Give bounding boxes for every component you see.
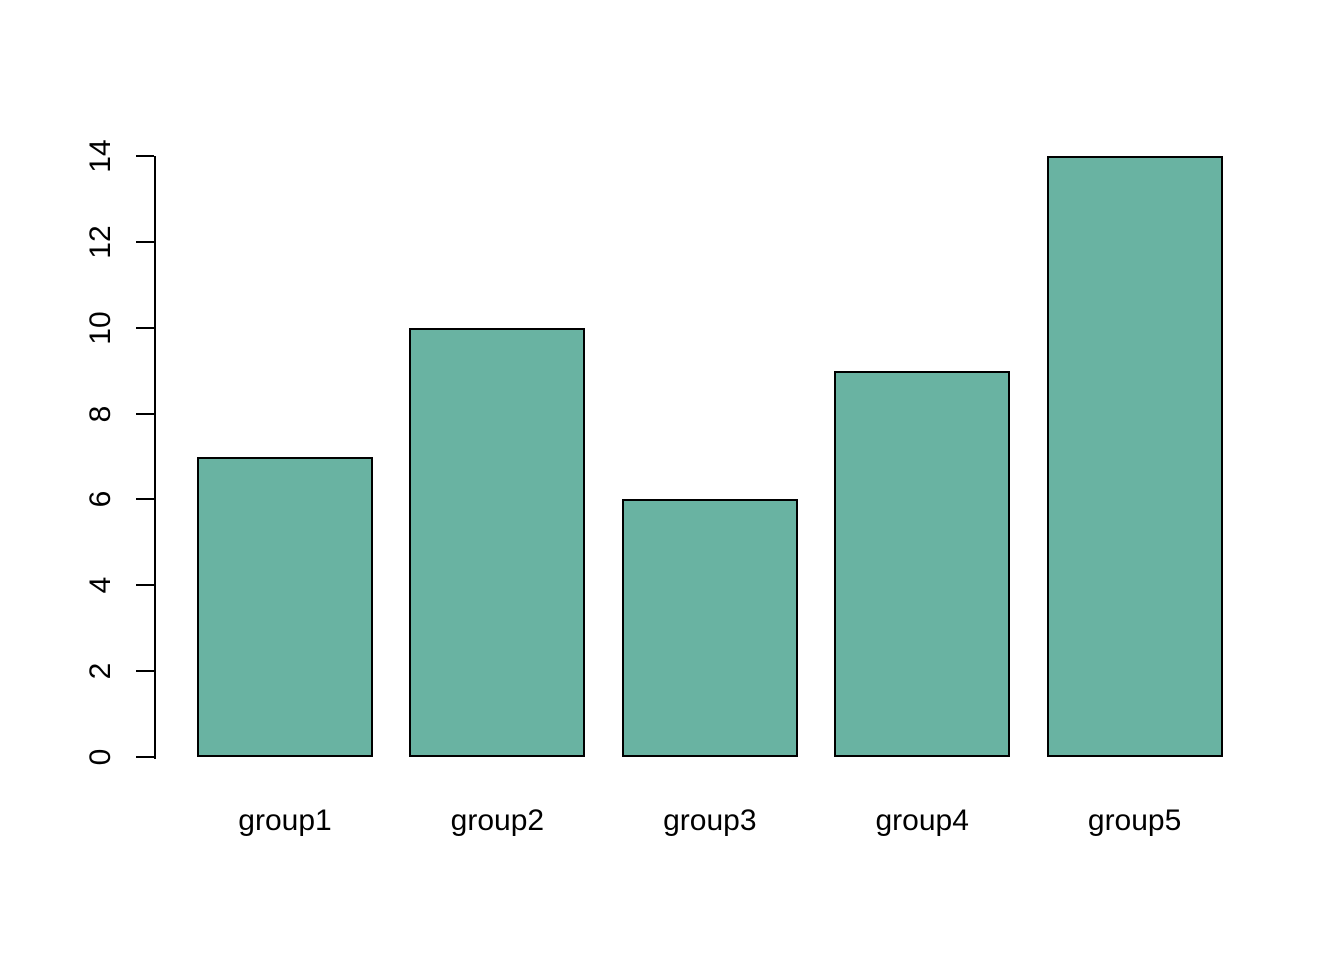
bar-group2 — [409, 327, 586, 757]
x-tick-label-group3: group3 — [663, 804, 757, 837]
y-axis-tick — [136, 670, 154, 673]
y-axis-tick — [136, 155, 154, 157]
y-tick-label: 10 — [84, 311, 117, 345]
bar-group4 — [834, 370, 1011, 757]
bar-group1 — [197, 456, 373, 757]
bar-group3 — [621, 499, 798, 757]
y-axis-tick — [136, 412, 154, 415]
y-axis-tick — [136, 240, 154, 243]
y-tick-label: 8 — [84, 405, 117, 422]
y-axis-line — [154, 156, 156, 759]
x-tick-label-group5: group5 — [1087, 804, 1182, 837]
y-tick-label: 12 — [84, 225, 117, 259]
y-tick-label: 14 — [84, 139, 117, 173]
y-axis-tick — [136, 584, 154, 587]
x-tick-label-group2: group2 — [450, 804, 545, 837]
y-axis-tick — [136, 326, 154, 329]
y-tick-label: 2 — [84, 662, 117, 680]
y-axis-tick — [136, 498, 154, 501]
y-tick-label: 4 — [84, 576, 117, 594]
y-tick-label: 6 — [84, 491, 117, 508]
y-axis-tick — [136, 756, 154, 758]
y-tick-label: 0 — [84, 748, 117, 766]
bar-group5 — [1046, 156, 1223, 757]
x-tick-label-group1: group1 — [238, 804, 332, 837]
x-tick-label-group4: group4 — [875, 804, 969, 837]
